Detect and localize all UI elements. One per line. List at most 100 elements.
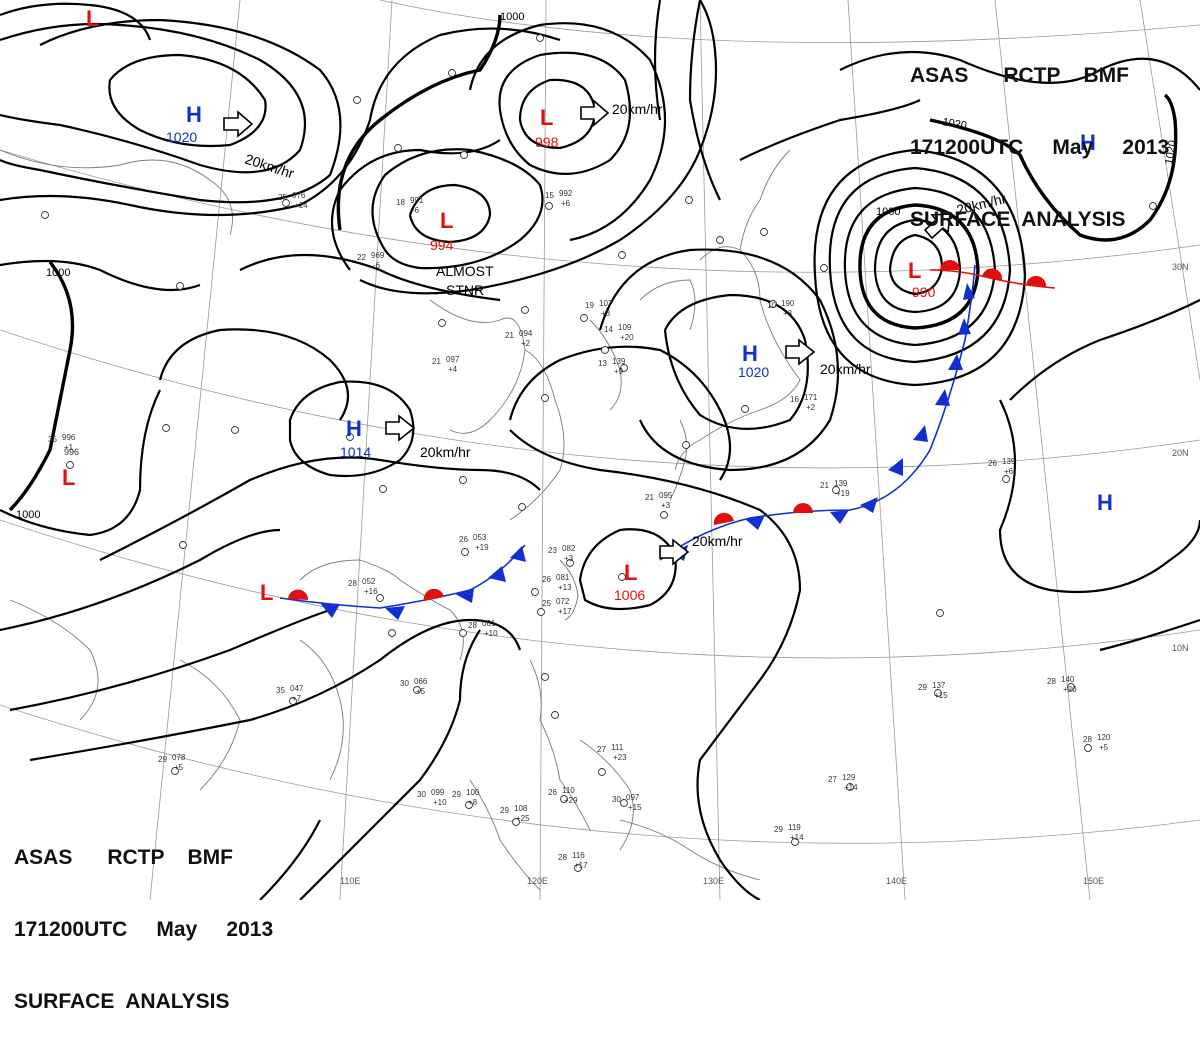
station-pressure: 140 (1061, 675, 1075, 684)
station-tendency: +6 (1004, 467, 1014, 476)
longitude-label: 150E (1083, 876, 1104, 886)
station-temperature: 28 (558, 853, 567, 862)
station-pressure: 109 (618, 323, 632, 332)
station-pressure: 111 (611, 743, 624, 752)
station-pressure: 099 (431, 788, 445, 797)
station-pressure: 094 (519, 329, 533, 338)
station-tendency: +25 (516, 814, 530, 823)
station-pressure: 110 (562, 786, 575, 795)
stationary-label: ALMOST (436, 263, 494, 279)
station-temperature: 27 (597, 745, 606, 754)
station-temperature: 35 (48, 435, 57, 444)
station-temperature: 10 (767, 301, 776, 310)
station-tendency: +5 (416, 687, 426, 696)
low-center-value: 996 (64, 447, 79, 457)
station-pressure: 053 (473, 533, 487, 542)
station-tendency: +17 (574, 861, 588, 870)
low-center-value: 990 (912, 284, 936, 300)
station-tendency: +14 (844, 783, 858, 792)
station-pressure: 078 (172, 753, 186, 762)
station-pressure: 996 (62, 433, 76, 442)
station-temperature: 30 (612, 795, 621, 804)
station-temperature: 25 (542, 599, 551, 608)
cold-front-symbols-west (320, 546, 526, 620)
high-center-letter: H (1080, 130, 1096, 155)
header-title-line: SURFACE ANALYSIS (14, 990, 230, 1013)
station-tendency: +3 (601, 309, 611, 318)
station-tendency: +23 (613, 753, 627, 762)
station-pressure: 139 (612, 357, 626, 366)
meridian-lines (149, 0, 1200, 900)
station-pressure: 097 (446, 355, 460, 364)
longitude-label: 110E (340, 876, 360, 886)
station-pressure: 119 (788, 823, 801, 832)
warm-front-symbols-east (713, 503, 813, 525)
isobar-value: 1000 (876, 206, 900, 218)
low-center-value: 1006 (614, 587, 645, 603)
header-product-line: ASAS RCTP BMF (910, 64, 1129, 87)
station-tendency: +10 (433, 798, 447, 807)
graticule-labels: 110E 120E 130E 140E 150E 30N 20N 10N (340, 262, 1189, 886)
map-header-top: ASAS RCTP BMF 171200UTC May 2013 SURFACE… (910, 16, 1169, 256)
station-pressure: 991 (410, 196, 424, 205)
station-tendency: +7 (292, 694, 302, 703)
station-pressure: 081 (482, 619, 496, 628)
isobar-value: 1000 (46, 267, 70, 279)
low-center-letter: L (86, 6, 99, 31)
station-temperature: 21 (432, 357, 441, 366)
high-center-letter: H (1097, 490, 1113, 515)
arrow-icon (385, 414, 416, 442)
high-center-letter: H (186, 102, 202, 127)
station-pressure: 107 (599, 299, 613, 308)
station-pressure: 190 (781, 299, 795, 308)
longitude-label: 130E (703, 876, 724, 886)
station-temperature: 29 (500, 806, 509, 815)
station-tendency: +6 (561, 199, 571, 208)
low-center-letter: L (908, 258, 921, 283)
station-temperature: 30 (400, 679, 409, 688)
station-tendency: +8 (468, 798, 478, 807)
station-pressure: 076 (292, 191, 306, 200)
movement-label: 20km/hr (820, 361, 871, 377)
station-pressure: 129 (842, 773, 856, 782)
station-temperature: 28 (1083, 735, 1092, 744)
station-tendency: +3 (661, 501, 671, 510)
station-tendency: +14 (790, 833, 804, 842)
low-center-letter: L (260, 580, 273, 605)
station-temperature: 26 (988, 459, 997, 468)
latitude-label: 30N (1172, 262, 1189, 272)
station-pressure: 052 (362, 577, 376, 586)
station-temperature: 23 (548, 546, 557, 555)
map-header-bottom: ASAS RCTP BMF 171200UTC May 2013 SURFACE… (14, 798, 273, 1038)
isobar-value: 1020 (941, 116, 967, 132)
station-pressure: 992 (559, 189, 573, 198)
station-pressure: 082 (562, 544, 576, 553)
station-tendency: +19 (836, 489, 850, 498)
station-tendency: +15 (628, 803, 642, 812)
high-center-value: 1020 (738, 364, 769, 380)
station-pressure: 095 (659, 491, 673, 500)
station-temperature: 25 (278, 193, 287, 202)
station-tendency: -6 (412, 206, 420, 215)
station-tendency: +14 (294, 201, 308, 210)
header-time-line: 171200UTC May 2013 (910, 136, 1170, 159)
station-temperature: 35 (276, 686, 285, 695)
warm-front-symbols-ne (940, 260, 1047, 287)
isobar-labels: 1000 1000 1000 1000 1020 1020 (16, 11, 1179, 521)
low-center-value: 998 (535, 134, 559, 150)
longitude-label: 140E (886, 876, 907, 886)
header-product-line: ASAS RCTP BMF (14, 846, 233, 869)
low-center-letter: L (62, 465, 75, 490)
station-temperature: 26 (459, 535, 468, 544)
station-temperature: 13 (598, 359, 607, 368)
station-temperature: 29 (918, 683, 927, 692)
pressure-centers: H 1020 L 998 L 994 H 1014 H 1020 L 990 L… (62, 6, 1113, 605)
station-temperature: 28 (468, 621, 477, 630)
high-center-letter: H (742, 341, 758, 366)
station-pressure: 108 (514, 804, 528, 813)
parallel-lines (0, 0, 1200, 844)
header-time-line: 171200UTC May 2013 (14, 918, 274, 941)
station-pressure: 047 (290, 684, 304, 693)
station-pressure: 097 (626, 793, 640, 802)
isobars (0, 0, 1200, 900)
